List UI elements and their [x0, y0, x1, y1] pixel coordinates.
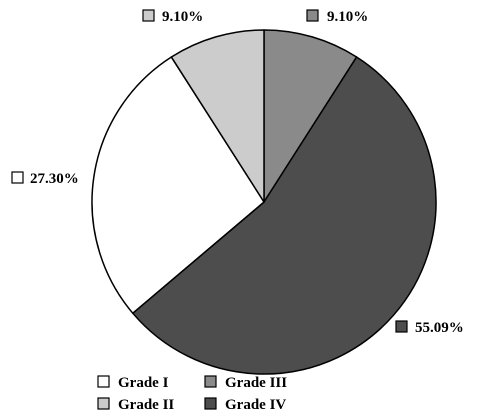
legend-swatch	[204, 397, 217, 410]
legend-label: Grade I	[118, 375, 169, 391]
data-label-text: 55.09%	[415, 320, 464, 336]
legend-item-grade-iii: Grade III	[204, 375, 287, 391]
data-label-marker	[395, 320, 408, 333]
legend: Grade I Grade III Grade II Grade IV	[97, 375, 287, 413]
legend-label: Grade II	[118, 397, 174, 413]
data-label-grade-ii: 9.10%	[142, 9, 203, 25]
data-label-grade-iii: 9.10%	[306, 9, 368, 25]
pie-slice-grade-ii	[170, 29, 265, 203]
legend-swatch	[97, 375, 110, 388]
data-label-grade-i: 27.30%	[11, 171, 79, 187]
pie-slices	[91, 29, 437, 375]
data-label-text: 27.30%	[30, 171, 79, 187]
data-label-marker	[11, 171, 24, 184]
legend-item-grade-ii: Grade II	[97, 397, 174, 413]
pie-slice-grade-iv	[132, 56, 437, 375]
data-label-marker	[142, 9, 155, 22]
legend-item-grade-iv: Grade IV	[204, 397, 286, 413]
legend-swatch	[97, 397, 110, 410]
data-label-grade-iv: 55.09%	[395, 320, 464, 336]
data-label-marker	[306, 9, 319, 22]
pie-slice-grade-iii	[263, 29, 358, 203]
data-label-text: 9.10%	[327, 9, 368, 25]
legend-swatch	[204, 375, 217, 388]
data-label-text: 9.10%	[162, 9, 203, 25]
legend-item-grade-i: Grade I	[97, 375, 169, 391]
legend-label: Grade III	[225, 375, 287, 391]
pie-slice-grade-i	[91, 56, 265, 314]
legend-label: Grade IV	[225, 397, 286, 413]
